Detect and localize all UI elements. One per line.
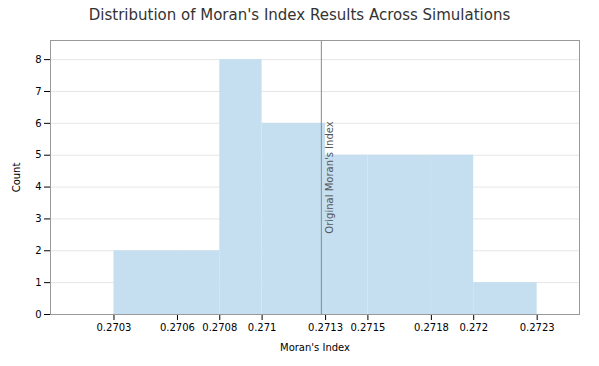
svg-text:7: 7 [35,86,41,97]
svg-text:0.2723: 0.2723 [520,322,555,333]
html-text:Distribution of Moran's Index: Distribution of Moran's Index Results Ac… [88,6,511,24]
svg-text:6: 6 [35,118,41,129]
svg-text:0.2706: 0.2706 [160,322,195,333]
svg-text:Moran's Index: Moran's Index [280,342,350,353]
svg-text:Original Moran's Index: Original Moran's Index [324,121,335,233]
svg-text:5: 5 [35,149,41,160]
svg-text:2: 2 [35,245,41,256]
svg-text:0: 0 [35,309,41,320]
svg-text:Count: Count [11,163,22,193]
svg-text:0.2715: 0.2715 [350,322,385,333]
svg-text:3: 3 [35,213,41,224]
svg-text:0.2713: 0.2713 [308,322,343,333]
svg-text:0.272: 0.272 [459,322,488,333]
svg-text:0.2708: 0.2708 [202,322,237,333]
svg-text:0.2718: 0.2718 [414,322,449,333]
svg-text:8: 8 [35,54,41,65]
svg-text:4: 4 [35,181,41,192]
svg-text:0.2703: 0.2703 [96,322,131,333]
svg-text:1: 1 [35,277,41,288]
svg-text:0.271: 0.271 [248,322,277,333]
